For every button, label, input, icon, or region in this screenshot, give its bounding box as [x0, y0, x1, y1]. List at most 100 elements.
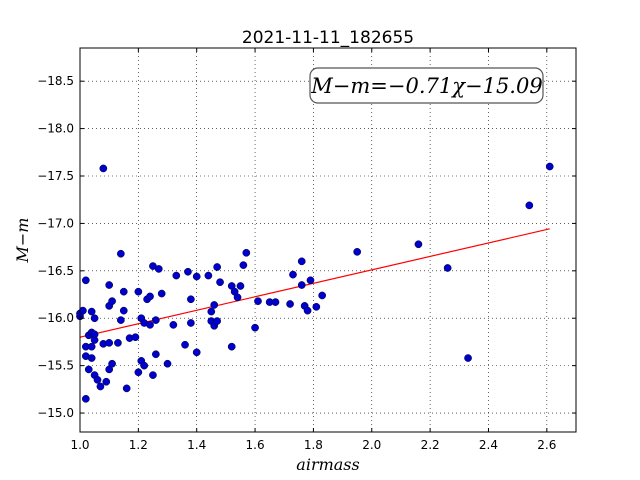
data-point — [108, 359, 116, 368]
y-tick-label: −18.5 — [37, 74, 74, 88]
data-point — [96, 382, 105, 391]
data-point — [90, 314, 99, 323]
data-point — [303, 306, 312, 315]
data-point — [297, 257, 306, 266]
data-point — [87, 354, 96, 362]
data-point — [525, 201, 534, 210]
data-point — [204, 271, 213, 280]
data-point — [464, 354, 472, 362]
y-tick-label: −16.0 — [37, 311, 74, 325]
annotation-box — [309, 67, 544, 104]
data-point — [169, 321, 178, 329]
data-point — [93, 376, 102, 384]
data-point — [192, 348, 201, 357]
data-point — [297, 281, 306, 289]
data-point — [90, 330, 99, 339]
x-axis-label: airmass — [296, 455, 359, 474]
x-tick-label: 1.8 — [304, 438, 323, 452]
data-point — [192, 272, 201, 281]
data-point — [81, 394, 90, 403]
data-point — [227, 342, 236, 351]
y-tick-label: −17.0 — [37, 216, 74, 230]
data-point — [146, 321, 154, 329]
data-point — [87, 307, 96, 316]
data-point — [105, 339, 114, 347]
data-point — [289, 270, 297, 279]
x-tick-label: 2.6 — [537, 438, 556, 452]
data-point — [414, 240, 423, 249]
plot-frame — [79, 47, 577, 433]
data-point — [114, 339, 122, 347]
data-point — [105, 281, 114, 289]
data-point — [140, 361, 149, 370]
data-point — [236, 282, 245, 290]
data-point — [102, 377, 111, 386]
data-point — [210, 301, 219, 309]
data-point — [157, 289, 166, 298]
data-point — [149, 371, 157, 379]
fit-annotation: M−m=−0.71χ−15.09 — [309, 67, 544, 104]
data-point — [254, 297, 262, 306]
x-tick-label: 2.2 — [421, 438, 440, 452]
data-point — [154, 265, 163, 273]
data-point — [84, 365, 93, 374]
data-point — [119, 306, 128, 315]
y-tick-label: −15.5 — [37, 359, 74, 373]
data-point — [172, 271, 181, 280]
data-point — [306, 276, 315, 285]
y-tick-labels: −15.0 −15.5 −16.0 −16.5 −17.0 −17.5 −18.0 −18.5 — [37, 74, 74, 420]
data-point — [81, 276, 90, 285]
data-point — [122, 384, 131, 393]
data-point — [131, 333, 140, 342]
x-tick-label: 1.4 — [187, 438, 206, 452]
data-point — [79, 306, 87, 315]
data-point — [152, 316, 160, 324]
data-point — [181, 340, 189, 349]
data-point — [312, 302, 321, 311]
data-point — [116, 249, 125, 258]
x-tick-label: 1.2 — [129, 438, 148, 452]
data-point — [207, 307, 216, 316]
data-point — [216, 278, 224, 287]
data-point — [318, 291, 327, 300]
x-tick-label: 1.0 — [70, 438, 89, 452]
data-point — [213, 263, 221, 271]
axis-ticks — [79, 48, 576, 432]
annotation-text: M−m=−0.71χ−15.09 — [310, 74, 542, 98]
data-point — [187, 295, 195, 304]
data-point — [119, 287, 128, 296]
x-tick-labels: 1.0 1.2 1.4 1.6 1.8 2.0 2.2 2.4 2.6 — [70, 438, 556, 452]
data-point — [242, 248, 251, 257]
x-tick-label: 2.0 — [362, 438, 381, 452]
y-tick-label: −17.5 — [37, 169, 74, 183]
x-tick-label: 2.4 — [479, 438, 498, 452]
grid — [79, 48, 576, 432]
chart-title: 2021-11-11_182655 — [242, 28, 414, 48]
data-point — [134, 368, 143, 377]
data-point — [233, 293, 242, 302]
data-point — [286, 300, 294, 308]
y-tick-label: −18.0 — [37, 122, 74, 136]
data-point — [163, 359, 172, 368]
y-axis-label: M−m — [13, 218, 32, 264]
data-point — [443, 264, 452, 272]
x-tick-label: 1.6 — [246, 438, 265, 452]
data-point — [99, 164, 108, 173]
data-point — [187, 319, 195, 327]
data-point — [353, 248, 362, 256]
data-point — [213, 317, 221, 325]
data-point — [146, 292, 154, 301]
data-point — [87, 342, 96, 351]
data-point — [152, 350, 160, 359]
data-point — [116, 316, 125, 324]
data-point — [134, 287, 143, 296]
data-point — [108, 297, 116, 306]
data-point — [271, 298, 280, 306]
data-point — [239, 261, 248, 269]
data-point — [184, 267, 192, 276]
data-point — [545, 162, 554, 171]
data-point — [251, 323, 259, 332]
y-tick-label: −15.0 — [37, 406, 74, 420]
data-points — [76, 162, 554, 403]
